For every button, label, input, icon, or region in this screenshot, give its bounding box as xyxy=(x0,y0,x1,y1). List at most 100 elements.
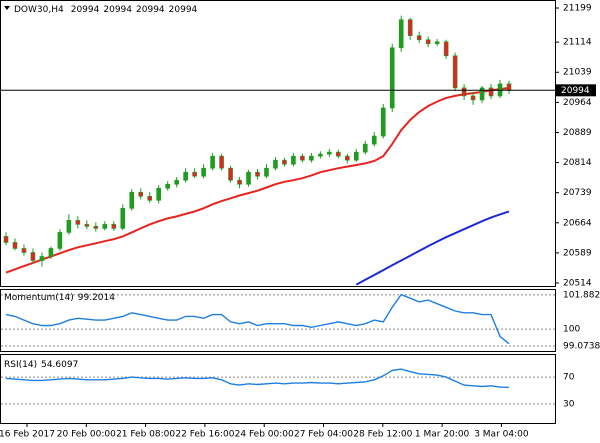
x-tick-label: 24 Feb 00:00 xyxy=(235,430,294,440)
candle-body xyxy=(318,153,323,157)
candle-body xyxy=(282,159,287,165)
x-tick-label: 28 Feb 12:00 xyxy=(353,430,412,440)
y-tick-label: 20814 xyxy=(563,158,592,168)
candle-body xyxy=(12,242,18,249)
indicator-title: RSI(14) xyxy=(4,360,37,370)
y-tick-label: 20889 xyxy=(563,128,592,138)
candle-body xyxy=(407,19,413,37)
y-tick-label: 101.8826 xyxy=(563,290,600,300)
x-tick-label: 1 Mar 20:00 xyxy=(415,430,470,440)
candle-body xyxy=(327,151,332,155)
x-tick-label: 21 Feb 08:00 xyxy=(116,430,175,440)
candle-body xyxy=(336,151,341,157)
candle-body xyxy=(506,83,512,91)
candle-body xyxy=(371,135,377,145)
y-tick-label: 100 xyxy=(563,325,580,335)
candle-body xyxy=(93,226,99,229)
candle-body xyxy=(291,155,296,165)
indicator-header: RSI(14) 54.6097 xyxy=(4,360,78,370)
y-tick-label: 30 xyxy=(563,399,575,409)
menu-arrow xyxy=(4,6,10,10)
momentum-panel xyxy=(0,289,556,352)
candle-body xyxy=(210,155,215,169)
candle-body xyxy=(84,224,90,227)
candle-body xyxy=(183,171,188,181)
candle-body xyxy=(345,155,350,161)
candle-body xyxy=(30,252,36,261)
y-tick-label: 20739 xyxy=(563,188,592,198)
y-tick-label: 21199 xyxy=(563,4,592,14)
candle-body xyxy=(165,183,170,189)
candle-body xyxy=(380,107,386,137)
candle-body xyxy=(246,171,251,185)
moving-average xyxy=(5,86,510,274)
y-tick-label: 21039 xyxy=(563,68,592,78)
candle-body xyxy=(228,167,233,181)
candle-body xyxy=(129,191,135,209)
candle-body xyxy=(461,87,467,97)
candle-body xyxy=(156,187,161,201)
chart-header: DOW30,H4 20994 20994 20994 20994 xyxy=(14,5,198,15)
indicator-value: 99.2014 xyxy=(78,293,115,303)
candle-body xyxy=(300,155,305,161)
candle-body xyxy=(102,224,108,229)
y-tick-label: 20514 xyxy=(563,278,592,288)
candle-body xyxy=(138,191,144,197)
candle-body xyxy=(452,55,458,89)
candle-body xyxy=(120,208,126,229)
candle-body xyxy=(309,155,314,161)
x-tick-label: 22 Feb 16:00 xyxy=(175,430,234,440)
main-panel xyxy=(0,0,556,287)
y-tick-label: 70 xyxy=(563,373,575,383)
candle-body xyxy=(48,248,54,257)
candle-body xyxy=(488,87,494,97)
candle-body xyxy=(237,179,242,185)
candle-body xyxy=(273,159,278,169)
y-tick-label: 20664 xyxy=(563,218,592,228)
candle-body xyxy=(192,171,197,177)
header-value: 20994 xyxy=(169,5,198,15)
x-tick-label: 3 Mar 04:00 xyxy=(474,430,529,440)
candle-body xyxy=(398,19,404,49)
indicator-title: Momentum(14) xyxy=(4,293,74,303)
symbol-title: DOW30,H4 xyxy=(14,5,64,15)
candle-body xyxy=(255,171,260,177)
header-value: 20994 xyxy=(71,5,100,15)
candle-body xyxy=(354,151,359,161)
rsi-panel xyxy=(0,354,556,424)
indicator-line xyxy=(5,368,510,389)
y-tick-label: 20589 xyxy=(563,248,592,258)
header-value: 20994 xyxy=(103,5,132,15)
candle-body xyxy=(147,195,153,201)
x-tick-label: 20 Feb 00:00 xyxy=(57,430,116,440)
candle-body xyxy=(264,167,269,177)
x-tick-label: 27 Feb 04:00 xyxy=(294,430,353,440)
candle-body xyxy=(201,167,206,177)
candle-body xyxy=(3,236,9,243)
candle-body xyxy=(416,35,422,41)
candle-body xyxy=(470,95,476,101)
candle-body xyxy=(57,232,63,249)
moving-average xyxy=(355,210,510,286)
last-price-tag xyxy=(556,84,596,97)
candle-body xyxy=(425,39,431,45)
candle-body xyxy=(66,220,72,233)
candle-body xyxy=(21,248,27,253)
header-value: 20994 xyxy=(136,5,165,15)
x-tick-label: 16 Feb 2017 xyxy=(0,430,55,440)
candle-body xyxy=(443,41,449,57)
candle-body xyxy=(389,47,395,109)
y-tick-label: 20964 xyxy=(563,98,592,108)
candle-body xyxy=(434,41,440,45)
candle-body xyxy=(219,155,224,169)
indicator-value: 54.6097 xyxy=(41,360,78,370)
candle-body xyxy=(111,224,117,229)
y-tick-label: 99.0738 xyxy=(563,342,600,352)
candle-body xyxy=(362,143,368,153)
indicator-line xyxy=(5,293,510,345)
last-price-label: 20994 xyxy=(561,86,590,96)
indicator-header: Momentum(14) 99.2014 xyxy=(4,293,115,303)
candle-body xyxy=(174,179,179,185)
candle-body xyxy=(479,87,485,101)
